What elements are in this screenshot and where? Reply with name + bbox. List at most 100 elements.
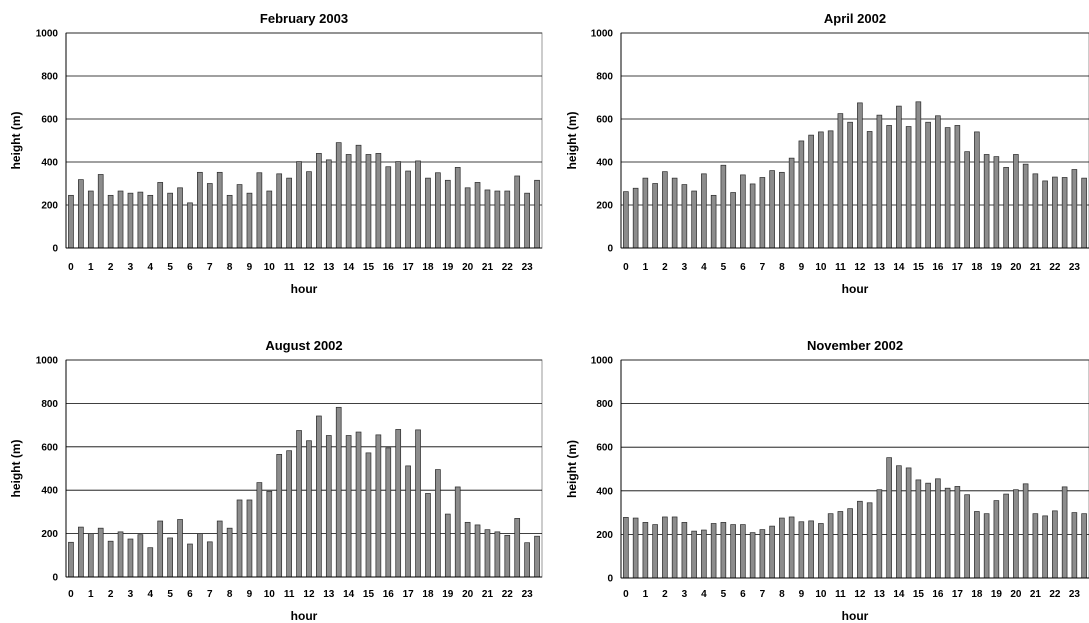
y-axis-label: height (m) [565, 112, 579, 170]
x-tick-label: 16 [383, 589, 395, 600]
bar [827, 513, 834, 579]
bar [759, 529, 766, 579]
y-axis-label: height (m) [565, 440, 579, 498]
bar [779, 171, 785, 249]
y-tick-label: 1000 [36, 29, 59, 40]
x-tick-label: 22 [1049, 262, 1061, 273]
bar [365, 154, 372, 249]
x-tick-label: 4 [148, 262, 154, 273]
bar [1081, 177, 1087, 249]
bar [1081, 513, 1087, 579]
bar [246, 499, 253, 578]
bar [296, 430, 302, 578]
bar [137, 534, 144, 578]
x-tick-label: 13 [323, 262, 335, 273]
x-tick-label: 10 [815, 262, 827, 273]
bar [197, 533, 203, 578]
bar [345, 154, 352, 249]
x-tick-label: 20 [1010, 262, 1022, 273]
bar [454, 486, 461, 578]
bar [68, 541, 74, 578]
x-tick-label: 14 [893, 589, 905, 600]
bar [286, 177, 292, 249]
bar [464, 521, 471, 578]
bar [983, 513, 990, 579]
x-tick-label: 22 [502, 589, 514, 600]
x-tick-label: 0 [623, 262, 629, 273]
plot-area-frame [65, 359, 543, 578]
x-tick-label: 1 [88, 589, 94, 600]
x-tick-label: 2 [108, 262, 114, 273]
bar [365, 452, 372, 578]
x-tick-label: 10 [264, 262, 276, 273]
bar [187, 202, 193, 249]
bar [504, 190, 511, 249]
y-tick-label: 200 [41, 201, 58, 212]
bar [964, 151, 970, 249]
x-tick-label: 23 [522, 589, 534, 600]
x-tick-label: 18 [971, 262, 983, 273]
bar [779, 517, 785, 579]
bar [720, 522, 727, 579]
x-tick-label: 1 [643, 262, 649, 273]
x-tick-label: 11 [284, 589, 295, 600]
x-tick-label: 0 [623, 589, 629, 600]
bar [395, 429, 402, 578]
bar [147, 194, 154, 249]
bar [866, 502, 873, 579]
bar [798, 140, 805, 249]
x-tick-label: 8 [779, 262, 785, 273]
x-axis-label: hour [842, 609, 869, 623]
bar [759, 177, 766, 249]
bar [68, 194, 74, 249]
bar [905, 467, 912, 579]
bar [681, 522, 688, 579]
bar [524, 192, 530, 249]
bar [464, 187, 471, 249]
x-tick-label: 18 [422, 589, 434, 600]
x-tick-label: 9 [799, 262, 805, 273]
bar [681, 184, 688, 249]
x-tick-label: 3 [682, 589, 688, 600]
x-tick-label: 5 [721, 589, 727, 600]
bar [127, 192, 134, 249]
bar [710, 523, 717, 579]
bar [876, 114, 883, 249]
bar [316, 415, 322, 578]
bar [808, 134, 814, 249]
x-tick-label: 12 [303, 262, 315, 273]
bar [206, 183, 213, 249]
bar [886, 125, 892, 249]
bar [157, 182, 164, 249]
y-tick-label: 400 [596, 486, 613, 497]
bar [866, 131, 873, 249]
bar [798, 521, 805, 579]
x-tick-label: 19 [991, 589, 1003, 600]
x-tick-label: 11 [835, 262, 846, 273]
bar [788, 157, 795, 249]
bar [1052, 176, 1058, 249]
bar [983, 154, 990, 249]
x-tick-label: 17 [403, 589, 415, 600]
x-tick-label: 4 [701, 589, 707, 600]
bar [216, 171, 223, 249]
bar [514, 518, 521, 578]
bar [632, 517, 639, 579]
y-tick-label: 600 [41, 115, 58, 126]
bar [256, 172, 263, 249]
bar [454, 167, 461, 249]
bar [740, 524, 746, 579]
x-tick-label: 5 [167, 262, 173, 273]
bar [730, 524, 736, 579]
bar [935, 115, 941, 249]
bar [1061, 486, 1068, 579]
bar [425, 177, 431, 249]
bar [710, 194, 717, 249]
bar [1003, 493, 1009, 579]
y-tick-label: 400 [596, 158, 613, 169]
bar [484, 529, 491, 578]
chart-title: February 2003 [260, 11, 348, 26]
x-tick-label: 23 [522, 262, 534, 273]
plot-area-frame [620, 359, 1089, 579]
